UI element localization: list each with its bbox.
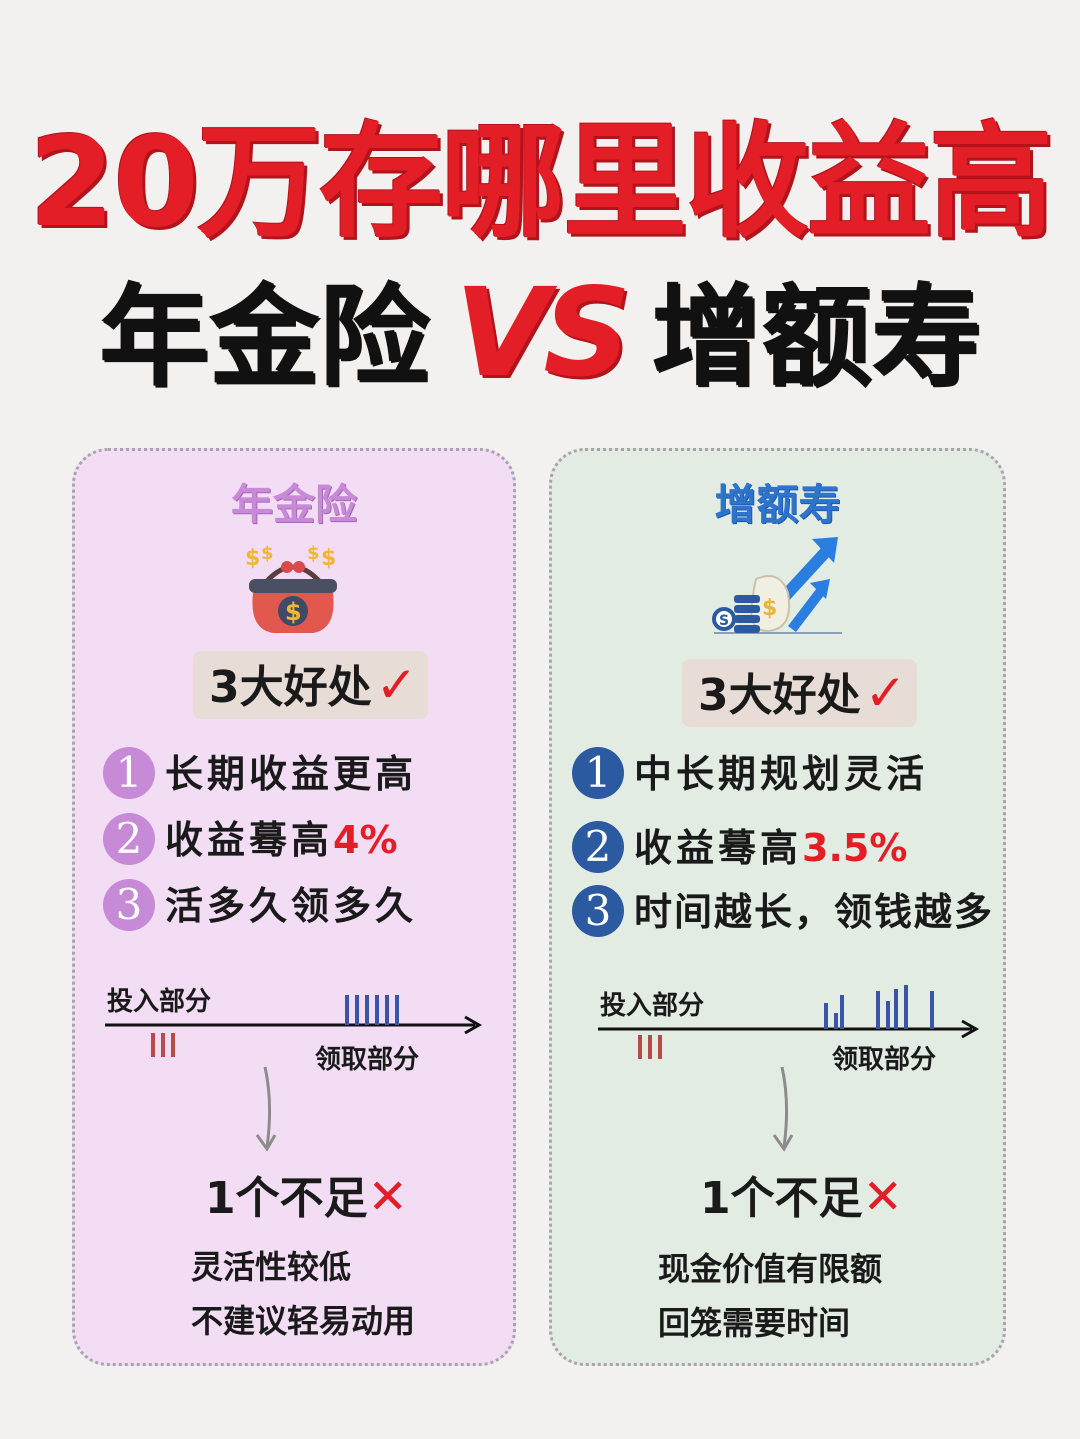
input-label: 投入部分 xyxy=(600,991,705,1021)
number-badge: 3 xyxy=(572,885,624,937)
benefit-text: 收益蓦高 xyxy=(165,818,334,862)
timeline-graphic xyxy=(105,995,483,1057)
cashflow-timeline: 投入部分 领取部分 xyxy=(105,981,495,1081)
benefits-badge: 3大好处✓ xyxy=(682,659,917,727)
card-title: 年金险 xyxy=(230,480,357,529)
svg-text:$: $ xyxy=(762,596,777,621)
growth-money-icon: $ S xyxy=(704,533,844,641)
check-icon: ✓ xyxy=(864,664,907,722)
arrow-down-icon xyxy=(772,1066,794,1152)
weakness-label: 1个不足 xyxy=(205,1173,368,1224)
svg-text:S: S xyxy=(719,613,729,629)
weakness-line: 不建议轻易动用 xyxy=(191,1302,416,1340)
weakness-line: 回笼需要时间 xyxy=(658,1304,851,1342)
benefit-list: 1 长期收益更高 2 收益蓦高4% 3 活多久领多久 xyxy=(103,747,503,947)
subtitle-right: 增额寿 xyxy=(651,273,982,401)
main-title: 20万存哪里收益高 xyxy=(28,111,1054,255)
cashflow-timeline: 投入部分 领取部分 xyxy=(598,985,988,1085)
number-badge: 2 xyxy=(103,813,155,865)
benefit-list: 1 中长期规划灵活 2 收益蓦高3.5% 3 时间越长，领钱越多 xyxy=(572,747,1002,957)
weakness-line: 现金价值有限额 xyxy=(658,1250,883,1288)
benefit-text: 长期收益更高 xyxy=(165,752,418,796)
increasing-life-card: 增额寿 $ S 3大好处✓ 1 中长期规划灵活 2 收益蓦高3.5 xyxy=(549,448,1006,1366)
subtitle-left: 年金险 xyxy=(98,273,429,401)
weakness-label: 1个不足 xyxy=(700,1173,863,1224)
cross-icon: ✕ xyxy=(367,1169,408,1225)
card-title: 增额寿 xyxy=(714,480,841,529)
benefit-text: 收益蓦高 xyxy=(634,826,803,870)
check-icon: ✓ xyxy=(375,656,418,714)
input-label: 投入部分 xyxy=(107,987,212,1017)
receive-label: 领取部分 xyxy=(315,1045,420,1075)
benefit-text: 时间越长，领钱越多 xyxy=(634,890,995,934)
svg-text:$: $ xyxy=(261,543,274,564)
comparison-subtitle: 年金险 VS 增额寿 xyxy=(0,268,1080,402)
receive-label: 领取部分 xyxy=(832,1045,937,1075)
money-bag-icon: $ $ $ $ $ xyxy=(243,543,343,643)
cross-icon: ✕ xyxy=(862,1169,903,1225)
benefits-label: 3大好处 xyxy=(209,662,372,713)
number-badge: 1 xyxy=(103,747,155,799)
benefits-label: 3大好处 xyxy=(698,670,861,721)
weakness-title: 1个不足✕ xyxy=(700,1169,903,1227)
weakness-title: 1个不足✕ xyxy=(205,1169,408,1227)
svg-text:$: $ xyxy=(307,543,320,564)
arrow-down-icon xyxy=(255,1066,277,1152)
number-badge: 3 xyxy=(103,879,155,931)
timeline-graphic xyxy=(598,985,980,1059)
yield-highlight: 3.5% xyxy=(802,826,908,870)
yield-highlight: 4% xyxy=(333,818,398,862)
svg-text:$: $ xyxy=(321,546,336,571)
weakness-line: 灵活性较低 xyxy=(191,1248,352,1286)
number-badge: 1 xyxy=(572,747,624,799)
number-badge: 2 xyxy=(572,821,624,873)
svg-text:$: $ xyxy=(245,546,260,571)
benefit-text: 中长期规划灵活 xyxy=(634,752,929,796)
annuity-card: 年金险 $ $ $ $ $ 3大好处✓ 1 长期收益更高 2 收益蓦高4% 3 xyxy=(72,448,516,1366)
vs-label: VS xyxy=(454,262,631,404)
benefit-text: 活多久领多久 xyxy=(165,884,418,928)
benefits-badge: 3大好处✓ xyxy=(193,651,428,719)
svg-text:$: $ xyxy=(285,598,302,626)
